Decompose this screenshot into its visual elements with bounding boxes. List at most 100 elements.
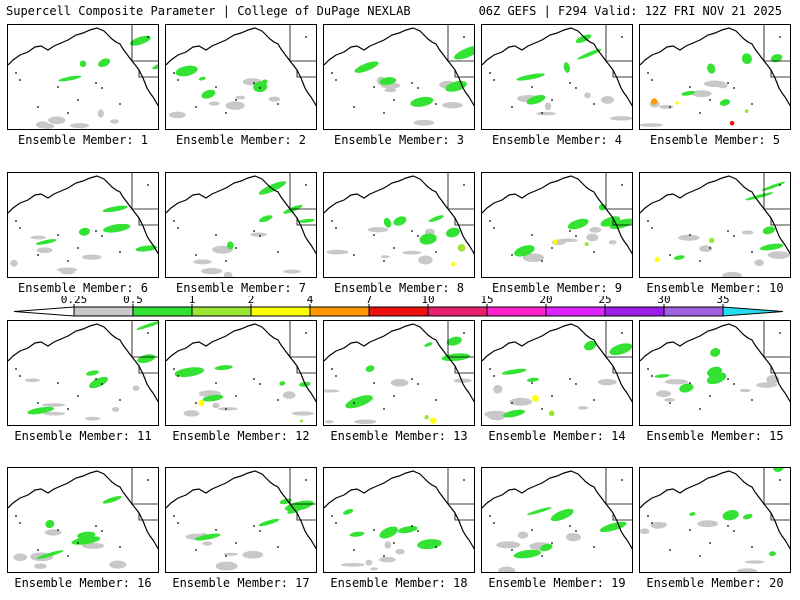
island	[119, 103, 121, 105]
island	[15, 515, 17, 517]
island	[383, 408, 385, 410]
island	[37, 402, 39, 404]
scp-area-medium	[175, 65, 198, 77]
scp-area-low	[522, 253, 545, 263]
scp-area-low	[395, 548, 405, 555]
scp-area-low	[664, 398, 676, 402]
scp-area-medium	[214, 365, 233, 371]
scp-area-low	[97, 109, 104, 118]
coastline	[482, 470, 632, 550]
political-border	[289, 173, 316, 226]
island	[511, 549, 513, 551]
island	[551, 395, 553, 397]
scp-area-medium	[89, 376, 108, 389]
scp-area-low	[517, 531, 529, 539]
island	[463, 332, 465, 334]
map-5	[640, 25, 790, 127]
scp-area-medium	[454, 45, 474, 60]
island	[621, 479, 623, 481]
island	[77, 542, 79, 544]
ensemble-member-label: Ensemble Member: 11	[14, 429, 152, 443]
scp-area-medium	[527, 507, 552, 516]
scp-area-medium	[130, 35, 151, 46]
coastline	[166, 323, 316, 403]
island	[541, 408, 543, 410]
scp-area-medium	[379, 526, 398, 539]
scp-area-low	[380, 255, 390, 259]
island	[621, 332, 623, 334]
ensemble-panel-19	[481, 467, 633, 573]
political-border	[605, 25, 632, 78]
scp-area-medium	[770, 54, 783, 63]
scp-area-low	[217, 407, 238, 411]
scp-area-high	[654, 256, 660, 263]
island	[593, 399, 595, 401]
island	[147, 184, 149, 186]
scp-area-low	[544, 102, 552, 111]
scp-area-medium	[258, 181, 287, 195]
island	[727, 82, 729, 84]
island	[435, 546, 437, 548]
scp-area-low	[536, 111, 556, 116]
scp-area-low	[283, 269, 301, 274]
scp-area-medium	[35, 239, 57, 245]
island	[15, 368, 17, 370]
island	[699, 555, 701, 557]
map-2	[166, 25, 316, 119]
scp-area-medium	[78, 227, 90, 236]
island	[689, 529, 691, 531]
scp-area-medium	[707, 63, 716, 74]
island	[411, 378, 413, 380]
island	[531, 86, 533, 88]
scp-area-medium	[526, 377, 539, 382]
island	[77, 247, 79, 249]
scp-area-medium	[86, 370, 99, 376]
island	[435, 399, 437, 401]
political-border	[763, 321, 790, 374]
scp-area-medium	[27, 406, 55, 415]
island	[277, 251, 279, 253]
coastline	[8, 175, 158, 255]
scp-area-low	[484, 410, 508, 418]
scp-area-medium	[419, 233, 437, 245]
island	[647, 220, 649, 222]
island	[225, 112, 227, 114]
island	[463, 36, 465, 38]
island	[173, 72, 175, 74]
scp-area-medium	[202, 394, 224, 402]
island	[119, 251, 121, 253]
scp-area-medium	[514, 245, 535, 257]
scp-area-low	[223, 552, 239, 556]
coastline	[640, 175, 790, 255]
scp-area-high	[198, 399, 205, 406]
ensemble-panel-1	[7, 24, 159, 130]
island	[569, 525, 571, 527]
scp-area-high	[300, 419, 304, 423]
scp-area-low	[183, 410, 200, 417]
island	[101, 235, 103, 237]
scp-area-high	[457, 244, 466, 252]
ensemble-member-label: Ensemble Member: 1	[17, 133, 149, 147]
island	[779, 479, 781, 481]
scp-area-high	[708, 237, 715, 244]
scp-area-low	[340, 562, 365, 567]
scp-area-low	[384, 541, 392, 549]
island	[541, 260, 543, 262]
ensemble-panel-17	[165, 467, 317, 573]
scp-area-medium	[98, 58, 111, 68]
scp-area-low	[453, 378, 472, 383]
map-12	[166, 321, 316, 423]
scp-area-low	[756, 382, 778, 388]
scp-area-low	[324, 389, 340, 393]
scp-area-medium	[397, 525, 418, 534]
scp-area-medium	[345, 395, 373, 409]
island	[669, 549, 671, 551]
island	[727, 378, 729, 380]
scp-area-medium	[383, 217, 392, 228]
scp-area-low	[754, 259, 764, 267]
island	[417, 383, 419, 385]
island	[493, 79, 495, 81]
island	[373, 382, 375, 384]
island	[235, 99, 237, 101]
ensemble-panel-18	[323, 467, 475, 573]
